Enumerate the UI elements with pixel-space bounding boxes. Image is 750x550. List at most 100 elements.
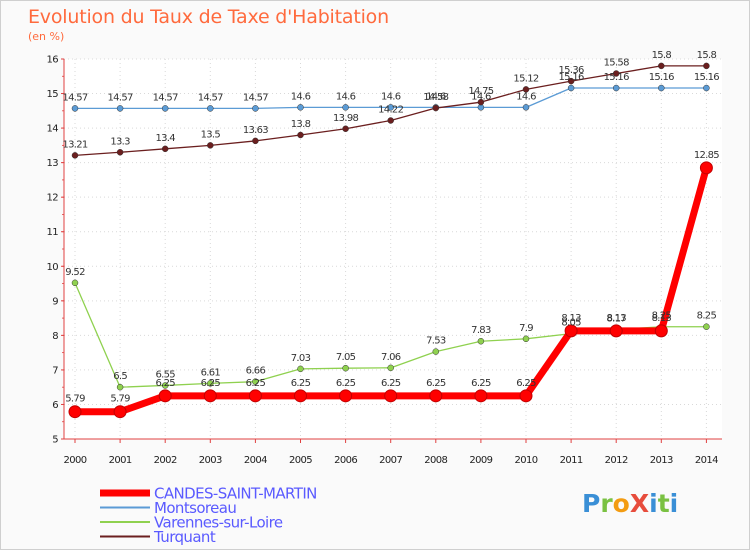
data-point-turquant (252, 137, 259, 145)
x-tick-label: 2013 (650, 455, 673, 466)
data-label-candes-saint-martin: 5.79 (65, 394, 85, 405)
data-label-varennes-sur-loire: 7.9 (519, 323, 533, 334)
data-point-turquant (207, 142, 214, 149)
data-label-turquant: 13.3 (110, 136, 130, 147)
data-label-varennes-sur-loire: 6.55 (155, 369, 175, 380)
data-point-varennes-sur-loire (116, 383, 124, 391)
series-turquant (71, 62, 710, 159)
data-labels-layer: 14.57 14.57 14.57 14.57 14.57 14.6 14.6 14.6 14.… (62, 50, 720, 405)
data-point-turquant (297, 131, 304, 139)
data-label-candes-saint-martin: 6.25 (336, 378, 356, 389)
data-point-varennes-sur-loire (207, 380, 214, 387)
legend-label-turquant: Turquant (153, 528, 216, 546)
data-label-turquant: 13.63 (243, 125, 268, 136)
logo-letter: P (582, 489, 601, 518)
x-tick-label: 2006 (334, 455, 357, 466)
data-point-turquant (477, 98, 485, 106)
data-point-turquant (612, 70, 620, 77)
data-point-turquant (161, 145, 169, 153)
data-point-candes-saint-martin (699, 161, 713, 175)
data-label-varennes-sur-loire: 8.25 (652, 311, 672, 322)
data-point-varennes-sur-loire (477, 337, 485, 345)
y-tick-label: 8 (52, 331, 58, 342)
data-label-montsoreau: 14.57 (243, 92, 268, 103)
y-tick-label: 11 (46, 227, 58, 238)
data-label-montsoreau: 15.16 (649, 72, 674, 83)
data-label-montsoreau: 14.6 (291, 91, 311, 102)
x-tick-label: 2001 (109, 455, 132, 466)
logo-letter: r (600, 489, 613, 518)
data-label-montsoreau: 15.16 (694, 72, 719, 83)
data-point-varennes-sur-loire (297, 365, 304, 373)
legend-label-montsoreau: Montsoreau (154, 499, 236, 517)
y-tick-label: 14 (46, 124, 58, 135)
data-label-montsoreau: 14.57 (153, 92, 178, 103)
data-point-montsoreau (703, 84, 710, 92)
data-point-turquant (342, 125, 349, 133)
data-label-montsoreau: 14.6 (426, 91, 446, 102)
data-point-turquant (71, 152, 79, 159)
logo-letter: i (669, 489, 679, 518)
data-point-candes-saint-martin (113, 405, 127, 419)
x-tick-label: 2002 (154, 455, 177, 466)
data-point-turquant (567, 77, 575, 85)
data-point-turquant (522, 86, 530, 93)
data-point-candes-saint-martin (519, 389, 533, 403)
data-point-candes-saint-martin (474, 389, 488, 403)
data-label-turquant: 14.58 (423, 92, 448, 103)
data-point-varennes-sur-loire (71, 279, 79, 287)
data-point-montsoreau (252, 105, 259, 112)
x-tick-label: 2007 (379, 455, 402, 466)
data-label-candes-saint-martin: 5.79 (110, 394, 130, 405)
data-label-varennes-sur-loire: 9.52 (65, 267, 85, 278)
data-point-candes-saint-martin (203, 389, 217, 403)
chart-title: Evolution du Taux de Taxe d'Habitation (28, 6, 389, 28)
data-label-montsoreau: 15.16 (559, 72, 584, 83)
data-label-turquant: 13.98 (333, 113, 358, 124)
data-point-montsoreau (116, 105, 124, 112)
data-point-candes-saint-martin (654, 324, 668, 338)
logo-letter: o (612, 489, 630, 518)
x-tick-label: 2003 (199, 455, 222, 466)
data-label-montsoreau: 14.57 (108, 92, 133, 103)
data-point-turquant (432, 104, 440, 112)
data-label-turquant: 13.8 (291, 119, 311, 130)
data-point-turquant (658, 62, 665, 70)
data-label-montsoreau: 14.6 (471, 91, 491, 102)
logo-letter: t (657, 489, 670, 518)
data-label-candes-saint-martin: 6.25 (426, 378, 446, 389)
proxiti-logo: ProXiti (582, 489, 678, 518)
data-point-montsoreau (522, 104, 530, 111)
y-tick-label: 16 (46, 55, 58, 66)
data-point-varennes-sur-loire (387, 364, 394, 372)
data-point-candes-saint-martin (384, 389, 398, 403)
data-label-montsoreau: 14.57 (62, 92, 87, 103)
x-tick-label: 2008 (424, 455, 447, 466)
chart-axes: 5 6 7 8 9 10 11 12 13 14 15 16 2000 2001 2002 2003 2004 2… (46, 55, 722, 466)
data-point-montsoreau (658, 84, 665, 92)
y-tick-label: 9 (52, 296, 58, 307)
logo-letter: i (649, 489, 658, 518)
x-tick-label: 2012 (605, 455, 628, 466)
data-label-varennes-sur-loire: 6.5 (113, 371, 127, 382)
data-point-candes-saint-martin (294, 389, 307, 403)
data-label-candes-saint-martin: 6.25 (201, 378, 221, 389)
data-label-turquant: 13.4 (155, 133, 175, 144)
data-point-candes-saint-martin (564, 324, 578, 338)
data-point-varennes-sur-loire (252, 378, 259, 385)
data-label-varennes-sur-loire: 7.83 (471, 325, 491, 336)
data-label-turquant: 15.58 (604, 58, 629, 69)
data-label-varennes-sur-loire: 8.05 (561, 318, 581, 329)
data-label-candes-saint-martin: 8.13 (606, 313, 626, 324)
data-label-turquant: 14.75 (468, 86, 493, 97)
data-point-montsoreau (567, 84, 575, 92)
data-point-candes-saint-martin (609, 324, 623, 338)
data-point-montsoreau (297, 104, 304, 111)
y-tick-label: 10 (46, 262, 58, 273)
data-label-varennes-sur-loire: 7.53 (426, 336, 446, 347)
data-label-candes-saint-martin: 6.25 (381, 378, 401, 389)
data-point-montsoreau (71, 105, 79, 112)
data-point-candes-saint-martin (429, 389, 443, 403)
data-point-turquant (387, 117, 394, 124)
